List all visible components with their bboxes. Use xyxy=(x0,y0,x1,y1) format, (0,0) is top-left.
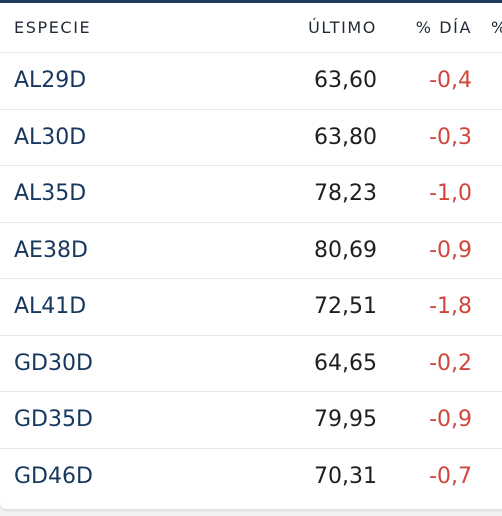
day-change: -1,0 xyxy=(429,181,472,207)
last-price: 64,65 xyxy=(314,350,377,376)
table-row[interactable]: GD46D 70,31 -0,7 xyxy=(0,449,502,505)
last-price: 80,69 xyxy=(314,237,377,263)
ticker[interactable]: GD46D xyxy=(14,463,93,489)
ticker[interactable]: AL41D xyxy=(14,294,87,320)
day-change: -0,7 xyxy=(429,463,472,489)
last-price: 72,51 xyxy=(314,294,377,320)
header-cell[interactable]: % DÍA xyxy=(415,18,472,37)
ticker[interactable]: AL29D xyxy=(14,68,87,94)
table-row[interactable]: AL29D 63,60 -0,4 xyxy=(0,53,502,110)
day-change: -0,2 xyxy=(429,350,472,376)
day-change: -1,8 xyxy=(429,294,472,320)
table-row[interactable]: AL41D 72,51 -1,8 xyxy=(0,279,502,336)
header-cell[interactable]: ÚLTIMO xyxy=(308,18,377,37)
ticker[interactable]: GD35D xyxy=(14,407,93,433)
ticker[interactable]: AL35D xyxy=(14,181,87,207)
last-price: 70,31 xyxy=(314,463,377,489)
day-change: -0,9 xyxy=(429,407,472,433)
day-change: -0,3 xyxy=(429,124,472,150)
ticker[interactable]: AL30D xyxy=(14,124,87,150)
day-change: -0,9 xyxy=(429,237,472,263)
last-price: 63,80 xyxy=(314,124,377,150)
header-cell[interactable]: ESPECIE xyxy=(14,18,92,37)
table-row[interactable]: AL30D 63,80 -0,3 xyxy=(0,110,502,166)
table-row[interactable]: AL35D 78,23 -1,0 xyxy=(0,166,502,223)
day-change: -0,4 xyxy=(429,68,472,94)
ticker[interactable]: GD30D xyxy=(14,350,93,376)
header-cell[interactable]: % xyxy=(491,3,502,52)
last-price: 78,23 xyxy=(314,181,377,207)
table-row[interactable]: AE38D 80,69 -0,9 xyxy=(0,223,502,279)
table-row[interactable]: GD30D 64,65 -0,2 xyxy=(0,336,502,392)
last-price: 79,95 xyxy=(314,407,377,433)
ticker[interactable]: AE38D xyxy=(14,237,88,263)
table-row[interactable]: GD35D 79,95 -0,9 xyxy=(0,392,502,449)
last-price: 63,60 xyxy=(314,68,377,94)
header-row: ESPECIE ÚLTIMO % DÍA % xyxy=(0,3,502,53)
